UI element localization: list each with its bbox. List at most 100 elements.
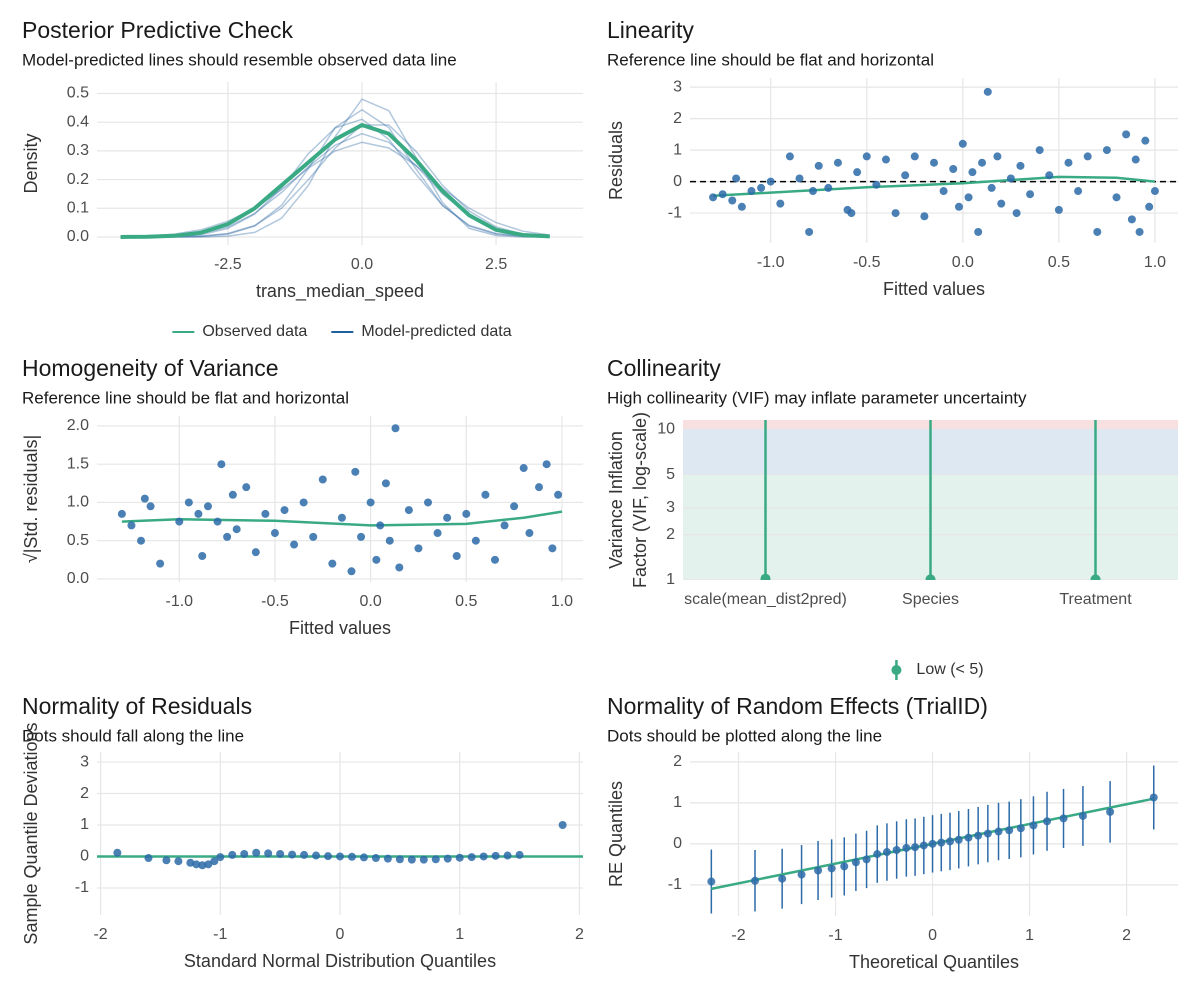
plot-area — [97, 752, 583, 915]
point — [797, 870, 806, 879]
point — [300, 850, 309, 859]
point — [264, 849, 273, 858]
y-tick-label: 1.0 — [67, 494, 89, 511]
point — [192, 860, 201, 869]
y-tick-label: 0.1 — [67, 199, 89, 216]
point — [144, 854, 153, 863]
point — [1078, 811, 1087, 820]
point — [814, 161, 823, 170]
point — [328, 559, 337, 568]
point — [127, 521, 136, 530]
point — [318, 475, 327, 484]
plot-area — [690, 78, 1178, 243]
point — [1074, 187, 1083, 196]
y-tick-label: 2 — [673, 110, 682, 127]
x-tick-label: 0.0 — [952, 254, 974, 271]
point — [359, 853, 368, 862]
point — [937, 838, 946, 847]
point — [391, 424, 400, 433]
panel-subtitle: High collinearity (VIF) may inflate para… — [607, 388, 1027, 407]
point — [500, 521, 509, 530]
point — [974, 227, 983, 236]
plot-area — [683, 420, 1178, 580]
point — [113, 848, 122, 857]
point — [232, 525, 241, 534]
point — [515, 850, 524, 859]
x-tick-label: 0.0 — [351, 256, 373, 273]
x-tick-label: 0.5 — [1048, 254, 1070, 271]
y-tick-label: 0.3 — [67, 142, 89, 159]
point — [964, 833, 973, 842]
point — [558, 821, 567, 830]
point — [1005, 826, 1014, 835]
x-axis-label: Theoretical Quantiles — [849, 952, 1019, 972]
point — [997, 199, 1006, 208]
point — [210, 857, 219, 866]
point — [795, 174, 804, 183]
point — [958, 139, 967, 148]
y-tick-label: 0 — [80, 848, 89, 865]
point — [751, 876, 760, 885]
x-tick-label: -2 — [731, 927, 745, 944]
point — [443, 513, 452, 522]
panel-subtitle: Dots should be plotted along the line — [607, 726, 882, 745]
point — [851, 858, 860, 867]
point — [1064, 158, 1073, 167]
y-tick-label: 2 — [80, 785, 89, 802]
x-axis-label: Fitted values — [883, 279, 985, 299]
panel-subtitle: Reference line should be flat and horizo… — [22, 388, 349, 407]
point — [1083, 152, 1092, 161]
point — [882, 848, 891, 857]
legend-label: Low (< 5) — [916, 661, 983, 678]
x-tick-label: 2.5 — [485, 256, 507, 273]
point — [1122, 130, 1131, 139]
point — [431, 855, 440, 864]
point — [491, 851, 500, 860]
point — [146, 502, 155, 511]
point — [873, 850, 882, 859]
panel-subtitle: Dots should fall along the line — [22, 726, 244, 745]
legend-glyph — [891, 665, 902, 675]
point — [519, 464, 528, 473]
y-tick-label: 1 — [673, 141, 682, 158]
point — [946, 837, 955, 846]
vif-point — [925, 574, 936, 580]
point — [312, 851, 321, 860]
point — [309, 532, 318, 541]
point — [216, 853, 225, 862]
point — [270, 529, 279, 538]
point — [1093, 227, 1102, 236]
point — [892, 845, 901, 854]
point — [1102, 146, 1111, 155]
point — [805, 227, 814, 236]
point — [288, 850, 297, 859]
point — [357, 532, 366, 541]
point — [503, 851, 512, 860]
point — [385, 536, 394, 545]
point — [1006, 174, 1015, 183]
point — [1112, 193, 1121, 202]
point — [737, 202, 746, 211]
panel-title: Collinearity — [607, 355, 721, 381]
point — [407, 855, 416, 864]
point — [732, 174, 741, 183]
point — [481, 490, 490, 499]
point — [479, 852, 488, 861]
point — [707, 877, 716, 886]
y-tick-label: 0.2 — [67, 171, 89, 188]
point — [766, 177, 775, 186]
vif-point — [1090, 574, 1101, 580]
point — [911, 843, 920, 852]
plot-area — [97, 82, 583, 245]
point — [964, 193, 973, 202]
point — [376, 521, 385, 530]
point — [217, 460, 226, 469]
point — [198, 551, 207, 560]
point — [1149, 793, 1158, 802]
y-tick-label: -1 — [668, 876, 682, 893]
point — [395, 855, 404, 864]
point — [252, 848, 261, 857]
point — [324, 852, 333, 861]
point — [824, 183, 833, 192]
